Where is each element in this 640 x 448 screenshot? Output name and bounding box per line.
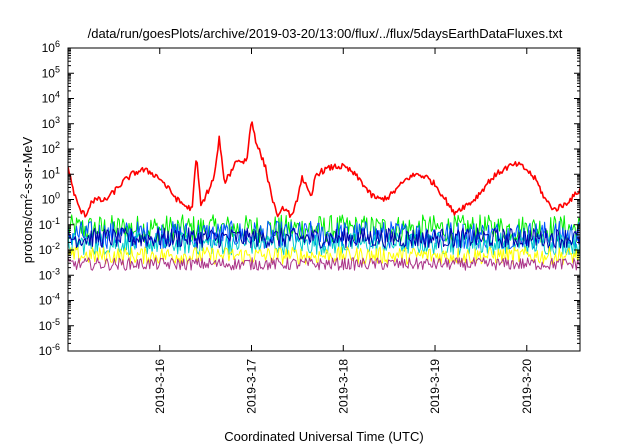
x-tick-labels: 2019-3-16 2019-3-17 2019-3-18 2019-3-19 2019… bbox=[153, 359, 534, 414]
y-axis-label-tail: -s-sr-MeV bbox=[20, 136, 35, 193]
y-tick-label: 10-5 bbox=[39, 317, 60, 333]
y-tick-label-exponent: -3 bbox=[52, 266, 60, 276]
y-tick-label-base: 10 bbox=[39, 218, 53, 232]
y-tick-label: 10-2 bbox=[39, 241, 60, 257]
y-tick-label-exponent: 6 bbox=[55, 39, 60, 49]
y-tick-label-base: 10 bbox=[39, 243, 53, 257]
y-tick-label: 10-3 bbox=[39, 266, 60, 282]
y-axis-label-base: protons/cm bbox=[20, 199, 35, 263]
y-tick-label-exponent: -5 bbox=[52, 317, 60, 327]
y-tick-label-base: 10 bbox=[39, 344, 53, 358]
series-line-5 bbox=[68, 246, 580, 265]
y-tick-label: 100 bbox=[42, 191, 60, 207]
y-tick-label: 10-6 bbox=[39, 342, 60, 358]
y-tick-label-exponent: 1 bbox=[55, 165, 60, 175]
y-tick-label-base: 10 bbox=[42, 41, 56, 55]
y-tick-label-base: 10 bbox=[42, 66, 56, 80]
series-line-3 bbox=[68, 231, 580, 256]
y-tick-label-exponent: 0 bbox=[55, 191, 60, 201]
y-tick-label: 105 bbox=[42, 64, 60, 80]
x-axis-label: Coordinated Universal Time (UTC) bbox=[224, 429, 423, 444]
plot-data bbox=[68, 121, 580, 271]
y-tick-label-base: 10 bbox=[39, 319, 53, 333]
y-axis-label-exponent: 2 bbox=[19, 194, 29, 199]
chart-title: /data/run/goesPlots/archive/2019-03-20/1… bbox=[88, 26, 563, 41]
y-tick-labels: 10-610-510-410-310-210-11001011021031041… bbox=[39, 39, 60, 358]
y-tick-label-exponent: 5 bbox=[55, 64, 60, 74]
y-tick-label: 103 bbox=[42, 115, 60, 131]
axis-ticks bbox=[68, 47, 580, 352]
y-axis-label: protons/cm2-s-sr-MeV bbox=[19, 136, 35, 263]
y-tick-label: 10-1 bbox=[39, 216, 60, 232]
y-tick-label-exponent: 2 bbox=[55, 140, 60, 150]
y-tick-label: 102 bbox=[42, 140, 60, 156]
series-line-primary bbox=[68, 121, 580, 218]
y-tick-label-exponent: 4 bbox=[55, 90, 60, 100]
x-tick-label: 2019-3-17 bbox=[245, 359, 259, 414]
y-tick-label-base: 10 bbox=[42, 167, 56, 181]
y-tick-label-base: 10 bbox=[39, 294, 53, 308]
x-tick-label: 2019-3-20 bbox=[520, 359, 534, 414]
series-line-6 bbox=[68, 257, 580, 271]
x-tick-label: 2019-3-16 bbox=[153, 359, 167, 414]
y-tick-label-base: 10 bbox=[42, 117, 56, 131]
y-tick-label-base: 10 bbox=[42, 92, 56, 106]
y-tick-label: 104 bbox=[42, 90, 60, 106]
y-tick-label-exponent: -4 bbox=[52, 292, 60, 302]
y-tick-label-exponent: 3 bbox=[55, 115, 60, 125]
y-tick-label: 101 bbox=[42, 165, 60, 181]
y-tick-label-exponent: -1 bbox=[52, 216, 60, 226]
x-tick-label: 2019-3-19 bbox=[428, 359, 442, 414]
y-tick-label-exponent: -6 bbox=[52, 342, 60, 352]
y-tick-label: 106 bbox=[42, 39, 60, 55]
y-tick-label-base: 10 bbox=[42, 193, 56, 207]
series-line-1 bbox=[68, 214, 580, 243]
y-tick-label-base: 10 bbox=[39, 268, 53, 282]
y-tick-label-base: 10 bbox=[42, 142, 56, 156]
plot-frame bbox=[67, 47, 581, 352]
y-tick-label: 10-4 bbox=[39, 292, 60, 308]
x-tick-label: 2019-3-18 bbox=[336, 359, 350, 414]
y-tick-label-exponent: -2 bbox=[52, 241, 60, 251]
series-line-4 bbox=[68, 227, 580, 249]
